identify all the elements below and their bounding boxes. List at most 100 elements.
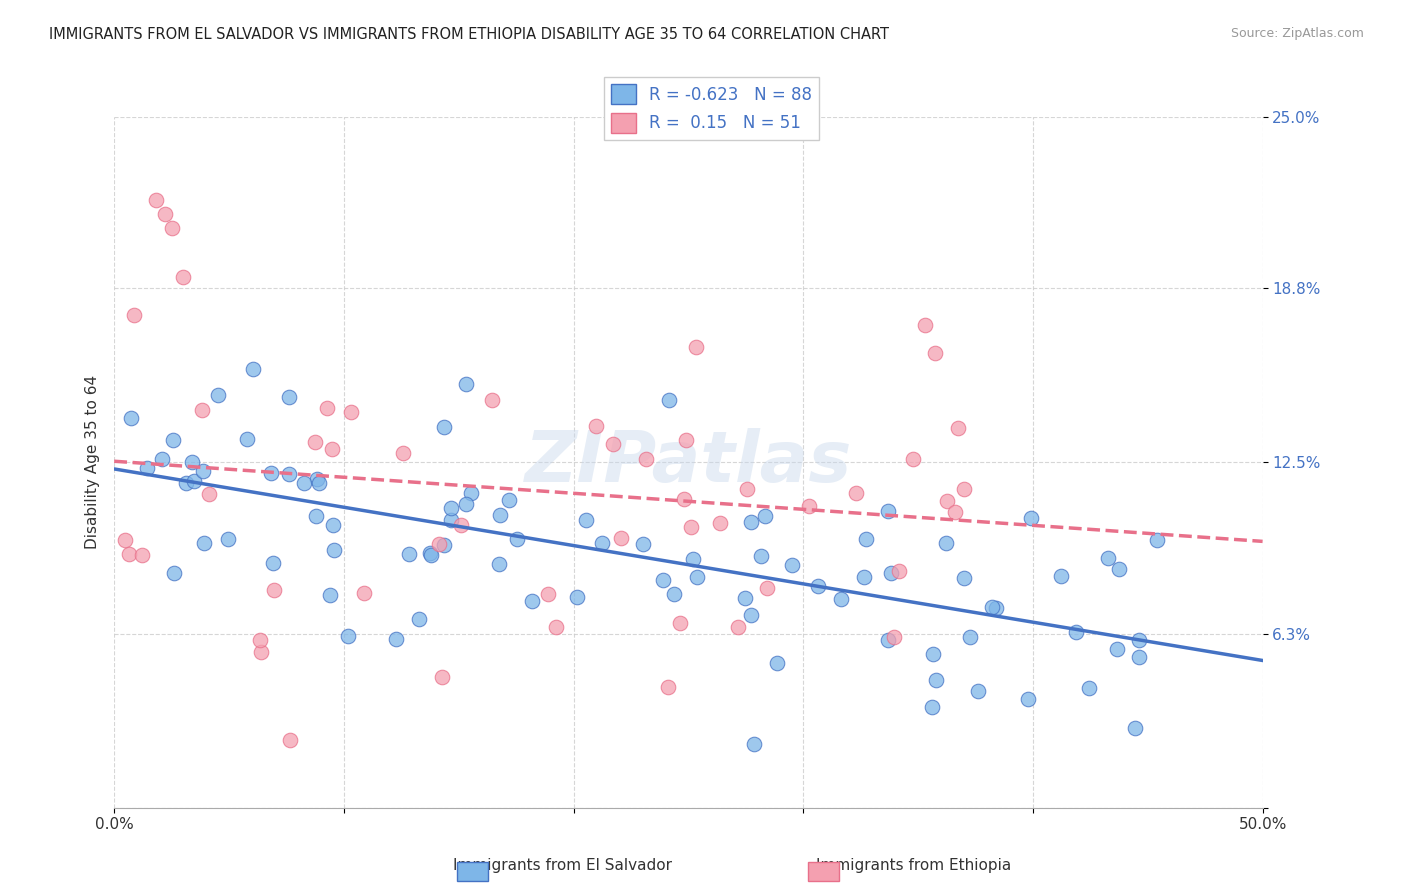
- Point: [845, 486, 868, 500]
- Point: [292, 475, 315, 490]
- Point: [1019, 511, 1042, 525]
- Point: [734, 591, 756, 605]
- Point: [685, 340, 707, 354]
- Point: [1064, 624, 1087, 639]
- Text: Immigrants from El Salvador: Immigrants from El Salvador: [453, 858, 672, 872]
- Point: [162, 433, 184, 447]
- Point: [430, 670, 453, 684]
- Point: [756, 581, 779, 595]
- Point: [1128, 649, 1150, 664]
- Point: [536, 587, 558, 601]
- Point: [953, 571, 976, 585]
- Point: [520, 594, 543, 608]
- Point: [889, 564, 911, 578]
- Point: [262, 557, 284, 571]
- Point: [780, 558, 803, 572]
- Point: [176, 475, 198, 490]
- Point: [609, 531, 631, 545]
- Point: [879, 566, 901, 580]
- Text: Source: ZipAtlas.com: Source: ZipAtlas.com: [1230, 27, 1364, 40]
- Point: [278, 732, 301, 747]
- Point: [118, 547, 141, 561]
- Point: [984, 600, 1007, 615]
- Point: [250, 645, 273, 659]
- Point: [440, 513, 463, 527]
- Point: [114, 533, 136, 547]
- Point: [591, 535, 613, 549]
- Point: [433, 538, 456, 552]
- Point: [585, 418, 607, 433]
- Point: [727, 619, 749, 633]
- Point: [546, 620, 568, 634]
- Point: [980, 599, 1002, 614]
- Point: [1128, 632, 1150, 647]
- Point: [921, 647, 943, 661]
- Point: [1146, 533, 1168, 547]
- Point: [481, 393, 503, 408]
- Point: [353, 585, 375, 599]
- Point: [193, 535, 215, 549]
- Point: [1078, 681, 1101, 695]
- Point: [935, 535, 957, 549]
- Point: [658, 393, 681, 408]
- Point: [946, 421, 969, 435]
- Y-axis label: Disability Age 35 to 64: Disability Age 35 to 64: [86, 376, 100, 549]
- Point: [914, 318, 936, 332]
- Point: [636, 451, 658, 466]
- Point: [754, 509, 776, 524]
- Point: [454, 497, 477, 511]
- Point: [602, 437, 624, 451]
- Point: [575, 513, 598, 527]
- Point: [308, 475, 330, 490]
- Text: IMMIGRANTS FROM EL SALVADOR VS IMMIGRANTS FROM ETHIOPIA DISABILITY AGE 35 TO 64 : IMMIGRANTS FROM EL SALVADOR VS IMMIGRANT…: [49, 27, 889, 42]
- Point: [145, 193, 167, 207]
- Point: [429, 537, 451, 551]
- Point: [830, 591, 852, 606]
- Point: [921, 700, 943, 714]
- Point: [1123, 722, 1146, 736]
- Point: [686, 570, 709, 584]
- Point: [307, 472, 329, 486]
- Text: Immigrants from Ethiopia: Immigrants from Ethiopia: [817, 858, 1011, 872]
- Point: [489, 508, 512, 523]
- Point: [198, 486, 221, 500]
- Point: [323, 543, 346, 558]
- Point: [799, 499, 821, 513]
- Point: [454, 377, 477, 392]
- Point: [488, 558, 510, 572]
- Text: ZIPatlas: ZIPatlas: [524, 428, 852, 497]
- Point: [877, 633, 900, 648]
- Point: [460, 486, 482, 500]
- Point: [319, 588, 342, 602]
- Point: [191, 464, 214, 478]
- Point: [925, 673, 948, 687]
- Point: [242, 362, 264, 376]
- Point: [450, 518, 472, 533]
- Point: [277, 467, 299, 481]
- Point: [740, 515, 762, 529]
- Point: [236, 433, 259, 447]
- Point: [735, 483, 758, 497]
- Point: [304, 434, 326, 449]
- Point: [217, 532, 239, 546]
- Point: [855, 532, 877, 546]
- Point: [263, 582, 285, 597]
- Point: [1049, 568, 1071, 582]
- Point: [153, 207, 176, 221]
- Point: [740, 608, 762, 623]
- Point: [336, 629, 359, 643]
- Point: [631, 537, 654, 551]
- Point: [1107, 642, 1129, 657]
- Point: [163, 566, 186, 580]
- Point: [565, 590, 588, 604]
- Point: [420, 548, 443, 562]
- Point: [876, 504, 898, 518]
- Point: [652, 573, 675, 587]
- Point: [315, 401, 337, 416]
- Point: [657, 680, 679, 694]
- Point: [882, 630, 904, 644]
- Point: [903, 452, 925, 467]
- Point: [124, 309, 146, 323]
- Point: [675, 433, 697, 447]
- Point: [1017, 692, 1039, 706]
